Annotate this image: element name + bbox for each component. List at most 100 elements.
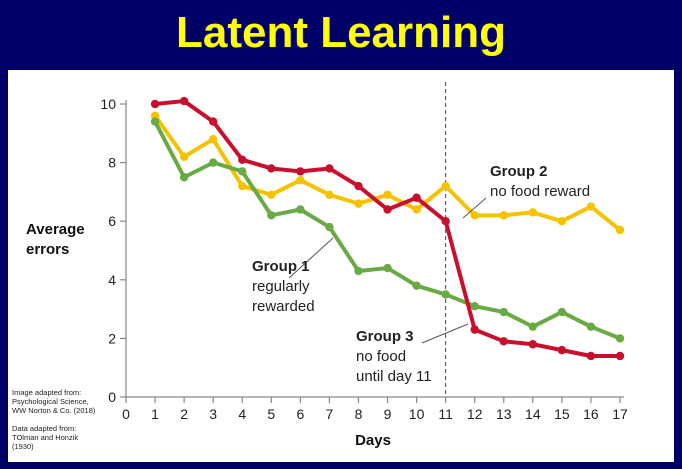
data-point	[267, 190, 276, 200]
annotation-group: Group 1 regularly rewarded Group 2 no food r…	[252, 163, 590, 385]
image-credit-line: Psychological Science,	[12, 397, 89, 406]
annotation-text: Group 1 regularly rewarded	[252, 258, 315, 315]
data-point	[179, 96, 189, 106]
data-point	[325, 164, 334, 173]
y-axis-title-line: errors	[26, 241, 69, 258]
data-point	[150, 117, 160, 126]
annotation-group-3: Group 3 no food until day 11	[356, 323, 469, 385]
data-credit-line: TOlman and Honzik	[12, 433, 79, 442]
y-tick-label: 8	[108, 155, 116, 171]
image-credit-line: WW Norton & Co. (2018)	[12, 406, 96, 415]
chart-panel: 0 2 4 6 8 10 0 1 2 3 4 5 6 7 8 9 10 11 12 13 14 15 16 17 Days Ave…	[8, 70, 674, 462]
x-tick-label: 10	[409, 406, 425, 422]
data-point	[470, 325, 479, 334]
slide-title: Latent Learning	[175, 8, 507, 57]
y-tick-label: 6	[108, 213, 116, 229]
data-point	[179, 173, 189, 182]
data-point	[354, 181, 363, 191]
x-tick-label: 12	[467, 406, 483, 422]
data-point	[557, 217, 567, 226]
annotation-line: no food	[356, 348, 406, 365]
data-point	[412, 193, 421, 202]
data-point	[383, 205, 392, 214]
y-tick-label: 10	[100, 96, 116, 112]
data-point	[586, 351, 596, 361]
data-point	[296, 175, 305, 185]
data-point	[499, 337, 508, 346]
data-point	[383, 263, 392, 273]
data-point	[470, 301, 479, 311]
annotation-name: Group 3	[356, 328, 414, 345]
annotation-group-2: Group 2 no food reward	[462, 163, 590, 219]
x-tick-label: 1	[151, 406, 159, 422]
data-point	[557, 345, 567, 355]
x-tick-label: 3	[209, 406, 217, 422]
data-point	[470, 211, 479, 220]
data-point	[267, 164, 276, 173]
data-point	[354, 199, 363, 208]
x-tick-label: 0	[122, 406, 130, 422]
data-point	[238, 181, 247, 191]
data-point	[586, 202, 596, 211]
data-point	[179, 152, 189, 161]
data-point	[208, 134, 218, 144]
data-point	[615, 351, 625, 361]
data-point	[441, 181, 450, 191]
data-credit-line: Data adapted from:	[12, 424, 77, 433]
x-tick-label: 4	[238, 406, 246, 422]
annotation-line: regularly	[252, 278, 310, 295]
annotation-line: until day 11	[356, 368, 432, 385]
x-tick-label: 16	[583, 406, 599, 422]
annotation-line: no food reward	[490, 183, 590, 200]
x-axis-title: Days	[355, 432, 391, 449]
annotation-group-1: Group 1 regularly rewarded	[252, 237, 334, 315]
annotation-name: Group 1	[252, 258, 310, 275]
series-group-1	[150, 117, 625, 343]
leader-line	[288, 237, 334, 279]
data-credit-line: (1930)	[12, 442, 34, 451]
y-tick-label: 2	[108, 330, 116, 346]
data-point	[528, 340, 538, 349]
data-point	[528, 208, 538, 217]
image-credit: Image adapted from: Psychological Scienc…	[12, 388, 95, 415]
data-point	[615, 334, 625, 343]
data-point	[325, 190, 334, 200]
data-point	[354, 266, 363, 276]
annotation-name: Group 2	[490, 163, 548, 180]
data-point	[441, 217, 450, 226]
x-tick-label: 7	[326, 406, 334, 422]
series-group	[150, 96, 625, 361]
data-point	[296, 205, 305, 214]
data-point	[412, 281, 421, 290]
annotation-text: Group 2 no food reward	[490, 163, 590, 200]
x-tick-label: 14	[525, 406, 541, 422]
data-point	[499, 307, 508, 317]
data-point	[238, 155, 247, 164]
y-axis-title-line: Average	[26, 221, 85, 238]
x-tick-label: 9	[384, 406, 392, 422]
data-point	[208, 117, 218, 126]
series-group-3	[150, 96, 625, 361]
data-point	[615, 225, 625, 235]
data-point	[238, 167, 247, 176]
x-tick-label: 6	[296, 406, 304, 422]
data-point	[383, 190, 392, 200]
leader-line	[462, 197, 487, 219]
data-point	[499, 211, 508, 220]
data-point	[528, 322, 538, 331]
data-point	[586, 322, 596, 331]
data-point	[296, 167, 305, 176]
data-point	[150, 111, 160, 120]
x-tick-label: 13	[496, 406, 512, 422]
x-tick-label: 5	[267, 406, 275, 422]
data-point	[325, 222, 334, 232]
data-point	[150, 99, 160, 109]
x-tick-label: 8	[355, 406, 363, 422]
x-tick-label: 17	[612, 406, 628, 422]
x-tick-label: 15	[554, 406, 570, 422]
image-credit-line: Image adapted from:	[12, 388, 82, 397]
data-point	[557, 307, 567, 317]
data-point	[208, 158, 218, 167]
